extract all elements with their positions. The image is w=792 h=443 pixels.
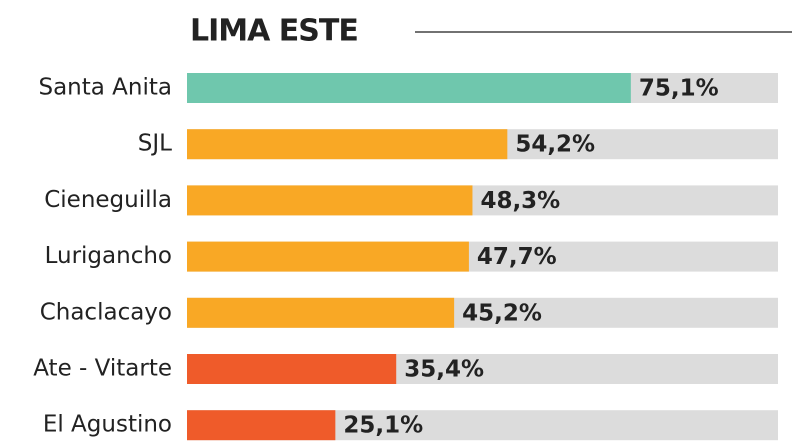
category-label: Santa Anita [38, 75, 172, 101]
bar [187, 185, 473, 216]
value-label: 48,3% [480, 188, 560, 214]
value-label: 75,1% [639, 76, 719, 102]
category-label: Cieneguilla [44, 187, 172, 213]
value-label: 54,2% [515, 132, 595, 158]
value-label: 35,4% [404, 357, 484, 383]
value-label: 47,7% [477, 244, 557, 270]
bar [187, 410, 336, 441]
category-label: El Agustino [43, 412, 172, 438]
category-label: Chaclacayo [40, 299, 172, 325]
category-label: Lurigancho [45, 243, 172, 269]
category-label: Ate - Vitarte [33, 356, 172, 382]
bar [187, 297, 455, 328]
bar [187, 73, 631, 103]
bar [187, 354, 397, 384]
bar [187, 241, 469, 272]
value-label: 45,2% [462, 300, 542, 326]
value-label: 25,1% [343, 413, 423, 439]
chart-title: LIMA ESTE [190, 14, 358, 49]
category-label: SJL [138, 131, 172, 157]
bar [187, 129, 508, 160]
